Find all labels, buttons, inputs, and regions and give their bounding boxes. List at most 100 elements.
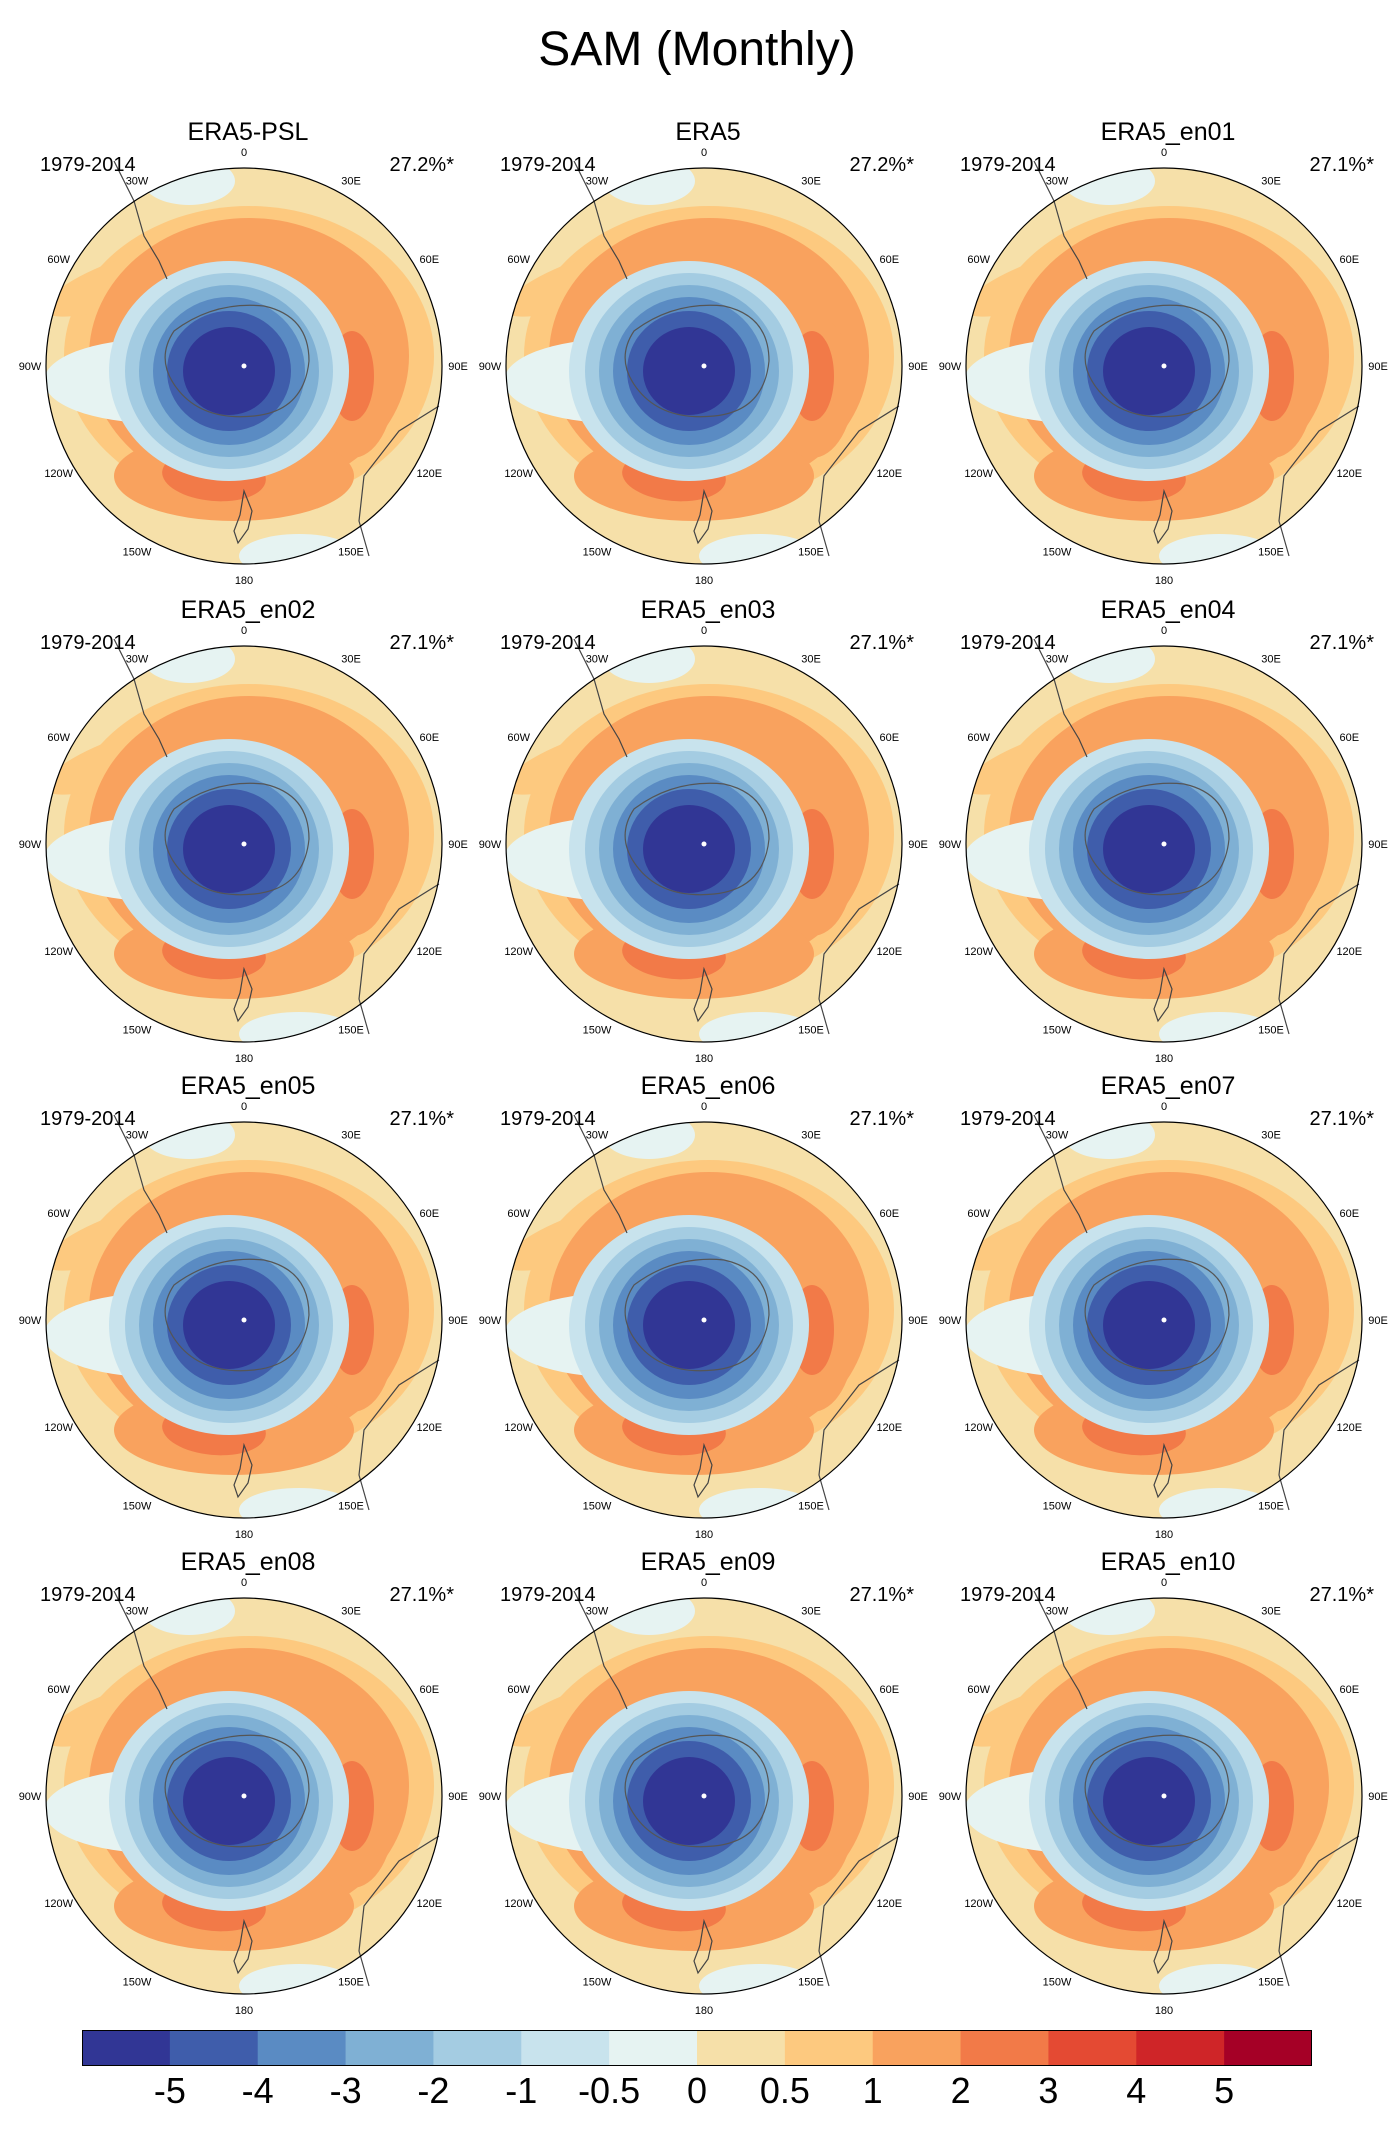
panel-period: 1979-2014 (40, 1584, 136, 1606)
longitude-label: 120W (504, 1422, 533, 1434)
longitude-label: 90W (19, 1791, 42, 1803)
longitude-label: 120E (1336, 946, 1362, 958)
longitude-label: 120W (504, 1898, 533, 1910)
longitude-label: 30E (801, 176, 821, 188)
contour-band (1063, 646, 1155, 683)
south-pole-marker (701, 1317, 707, 1323)
longitude-label: 60W (967, 1208, 990, 1220)
contour-band (143, 1122, 235, 1159)
south-america-coastline (113, 1114, 168, 1234)
colorbar-swatch (1224, 2030, 1312, 2066)
map-border (45, 1597, 443, 1995)
contour-band (183, 1757, 275, 1845)
antarctica-coastline (164, 1734, 310, 1848)
panel-period: 1979-2014 (960, 1108, 1056, 1130)
map-panel: 0 30E 60E 90E 120E 150E 180 150W 120W 90W 60W 30W ER… (939, 596, 1388, 1065)
panel-period: 1979-2014 (960, 1584, 1056, 1606)
longitude-label: 30W (586, 1606, 609, 1618)
contour-field (506, 1122, 902, 1518)
colorbar-tick-label: -2 (417, 2070, 450, 2111)
new-zealand-coastline (233, 488, 253, 545)
polar-map: 0 30E 60E 90E 120E 150E 180 150W 120W 90W 60W 30W (19, 625, 468, 1065)
new-zealand-coastline (233, 966, 253, 1023)
longitude-label: 0 (241, 1101, 247, 1113)
longitude-label: 60W (507, 732, 530, 744)
south-pole-marker (1161, 1793, 1167, 1799)
south-america-coastline (573, 1590, 628, 1710)
longitude-label: 180 (235, 1529, 253, 1541)
panel-variance: 27.1%* (1309, 1108, 1375, 1130)
polar-map: 0 30E 60E 90E 120E 150E 180 150W 120W 90W 60W 30W (939, 1101, 1388, 1541)
longitude-label: 120E (416, 946, 442, 958)
antarctica-coastline (1084, 304, 1230, 418)
australia-coastline (1278, 883, 1360, 1035)
longitude-label: 120E (1336, 1898, 1362, 1910)
antarctica-coastline (164, 1258, 310, 1372)
panel-title: ERA5_en06 (640, 1072, 776, 1100)
longitude-label: 30E (801, 654, 821, 666)
new-zealand-coastline (233, 1918, 253, 1975)
south-america-coastline (1033, 1114, 1088, 1234)
contour-band (603, 646, 695, 683)
longitude-label: 90W (479, 1315, 502, 1327)
longitude-label: 0 (1161, 1577, 1167, 1589)
longitude-label: 60E (1340, 1684, 1360, 1696)
contour-field (46, 1598, 442, 1994)
contour-band (1063, 1598, 1155, 1635)
contour-band (1103, 805, 1195, 893)
longitude-label: 30W (586, 176, 609, 188)
panel-title: ERA5_en02 (180, 596, 316, 624)
longitude-label: 90W (939, 1791, 962, 1803)
longitude-label: 120E (416, 468, 442, 480)
longitude-label: 30E (801, 1130, 821, 1142)
longitude-label: 30E (341, 654, 361, 666)
contour-band (143, 646, 235, 683)
longitude-label: 90E (1368, 1315, 1388, 1327)
map-panel: 0 30E 60E 90E 120E 150E 180 150W 120W 90W 60W 30W ER… (19, 596, 468, 1065)
panel-variance: 27.1%* (389, 632, 455, 654)
map-panel: 0 30E 60E 90E 120E 150E 180 150W 120W 90W 60W 30W ER… (479, 118, 928, 587)
antarctica-coastline (164, 304, 310, 418)
longitude-label: 150W (583, 1024, 612, 1036)
contour-field (46, 1122, 442, 1518)
longitude-label: 180 (235, 575, 253, 587)
new-zealand-coastline (1153, 1442, 1173, 1499)
longitude-label: 90E (1368, 1791, 1388, 1803)
south-pole-marker (241, 1317, 247, 1323)
figure-title: SAM (Monthly) (538, 23, 856, 76)
longitude-label: 150W (123, 1024, 152, 1036)
contour-band (603, 1122, 695, 1159)
panel-period: 1979-2014 (40, 154, 136, 176)
contour-band (643, 1281, 735, 1369)
map-border (45, 645, 443, 1043)
colorbar-swatch (784, 2030, 874, 2066)
new-zealand-coastline (693, 1442, 713, 1499)
contour-field (46, 646, 442, 1042)
longitude-label: 30E (801, 1606, 821, 1618)
australia-coastline (358, 883, 440, 1035)
longitude-label: 30W (1046, 176, 1069, 188)
longitude-label: 60E (880, 254, 900, 266)
polar-map: 0 30E 60E 90E 120E 150E 180 150W 120W 90W 60W 30W (19, 1577, 468, 2017)
longitude-label: 30W (1046, 1130, 1069, 1142)
longitude-label: 60E (420, 1684, 440, 1696)
colorbar-tick-label: 3 (1038, 2070, 1059, 2111)
longitude-label: 120E (416, 1422, 442, 1434)
longitude-label: 0 (701, 1577, 707, 1589)
antarctica-coastline (624, 782, 770, 896)
longitude-label: 120W (44, 1898, 73, 1910)
longitude-label: 0 (241, 1577, 247, 1589)
longitude-label: 120W (504, 946, 533, 958)
map-border (965, 1121, 1363, 1519)
longitude-label: 150E (798, 546, 824, 558)
longitude-label: 150W (583, 1976, 612, 1988)
contour-band (643, 327, 735, 415)
australia-coastline (818, 1359, 900, 1511)
map-panel: 0 30E 60E 90E 120E 150E 180 150W 120W 90W 60W 30W ER… (939, 118, 1388, 587)
longitude-label: 0 (701, 625, 707, 637)
longitude-label: 60E (420, 1208, 440, 1220)
panel-period: 1979-2014 (500, 1584, 596, 1606)
panel-title: ERA5_en04 (1100, 596, 1236, 624)
panel-grid: 0 30E 60E 90E 120E 150E 180 150W 120W 90W 60W 30W ER… (19, 118, 1388, 2017)
colorbar: -5 -4 -3 -2 -1 -0.5 0 0.5 1 2 3 4 5 (82, 2030, 1312, 2120)
